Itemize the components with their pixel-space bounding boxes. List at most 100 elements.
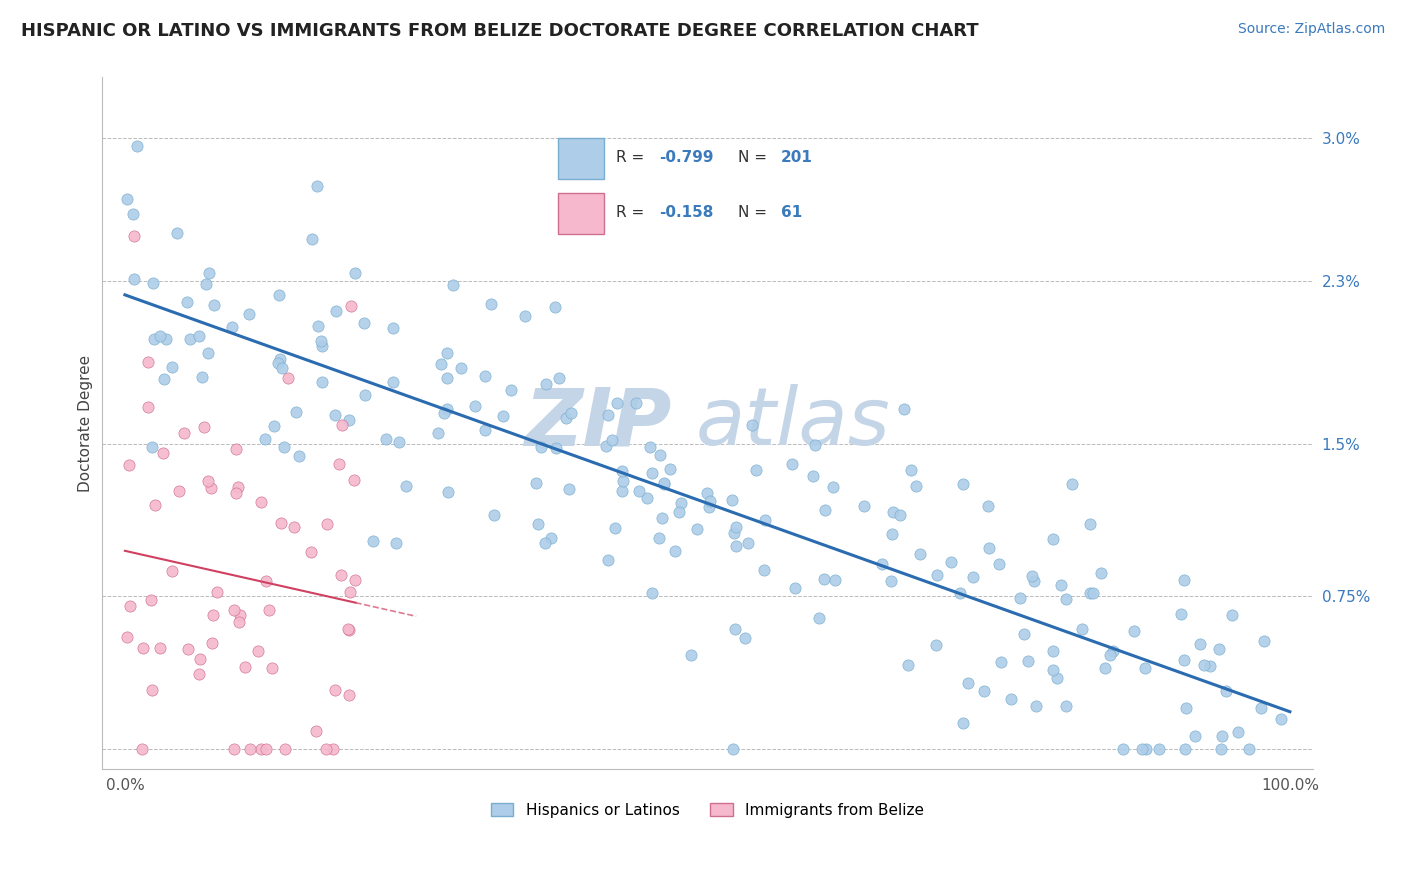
Point (540, 531, 562, 545)
Point (852, 500, 875, 514)
Point (1194, 658, 1216, 673)
Point (254, 742, 277, 756)
Point (882, 527, 904, 541)
Point (337, 623, 360, 637)
Point (600, 433, 623, 447)
Point (880, 574, 903, 589)
Point (162, 564, 184, 578)
Point (115, 630, 138, 644)
Text: ZIP: ZIP (523, 384, 671, 462)
Point (754, 513, 776, 527)
Point (254, 574, 277, 588)
Point (426, 426, 449, 441)
Point (187, 667, 209, 681)
Point (325, 304, 347, 318)
Point (1215, 683, 1237, 698)
Point (1078, 586, 1101, 600)
Point (222, 603, 245, 617)
Point (606, 396, 628, 410)
Point (339, 299, 361, 313)
Text: -0.799: -0.799 (659, 150, 714, 165)
Point (344, 573, 367, 587)
Point (316, 516, 339, 531)
Point (530, 440, 553, 454)
Point (122, 229, 145, 244)
Point (696, 485, 718, 500)
Point (382, 320, 405, 334)
Point (430, 357, 453, 371)
Point (337, 688, 360, 702)
Point (648, 531, 671, 545)
Point (270, 360, 292, 375)
Point (202, 607, 225, 622)
Text: -0.158: -0.158 (659, 205, 713, 220)
Point (277, 370, 299, 384)
Point (311, 376, 333, 390)
Text: R =: R = (616, 205, 650, 220)
Point (127, 138, 149, 153)
Point (176, 294, 198, 309)
Point (344, 266, 367, 280)
Point (299, 544, 322, 558)
Point (1270, 712, 1292, 726)
Point (257, 603, 280, 617)
Point (450, 360, 472, 375)
Point (925, 638, 948, 652)
Point (780, 457, 803, 471)
Point (641, 466, 664, 480)
Point (513, 310, 536, 324)
Text: N =: N = (738, 150, 772, 165)
Point (202, 298, 225, 312)
Point (143, 498, 166, 512)
Point (197, 474, 219, 488)
Point (741, 417, 763, 432)
Point (311, 339, 333, 353)
Point (546, 441, 568, 455)
Point (1046, 671, 1069, 685)
Point (658, 461, 681, 475)
Point (221, 320, 243, 334)
Point (226, 479, 249, 493)
Point (200, 481, 222, 495)
Point (122, 207, 145, 221)
Point (737, 536, 759, 550)
Point (1025, 698, 1047, 713)
Point (1250, 701, 1272, 715)
Point (1098, 648, 1121, 662)
Point (305, 178, 328, 193)
Point (905, 479, 928, 493)
Point (149, 640, 172, 655)
Point (328, 457, 350, 471)
Point (824, 573, 846, 587)
Point (1042, 663, 1064, 677)
Point (1253, 634, 1275, 648)
Point (118, 599, 141, 613)
Point (889, 508, 911, 522)
Point (142, 333, 165, 347)
Point (131, 742, 153, 756)
Point (385, 535, 408, 549)
Point (1135, 742, 1157, 756)
Point (1012, 627, 1035, 641)
Point (1208, 642, 1230, 657)
Point (225, 442, 247, 456)
Point (254, 432, 277, 446)
Point (1060, 477, 1083, 491)
Point (1000, 691, 1022, 706)
Point (273, 440, 295, 454)
Legend: Hispanics or Latinos, Immigrants from Belize: Hispanics or Latinos, Immigrants from Be… (485, 797, 931, 824)
Point (250, 495, 273, 509)
Point (801, 469, 824, 483)
Point (382, 376, 405, 390)
Point (474, 369, 496, 384)
Point (136, 400, 159, 414)
Point (205, 585, 228, 599)
Point (1102, 644, 1125, 658)
Point (1147, 742, 1170, 756)
Point (188, 328, 211, 343)
Point (173, 425, 195, 440)
Point (169, 484, 191, 499)
Point (162, 359, 184, 374)
Point (117, 458, 139, 472)
Point (685, 522, 707, 536)
